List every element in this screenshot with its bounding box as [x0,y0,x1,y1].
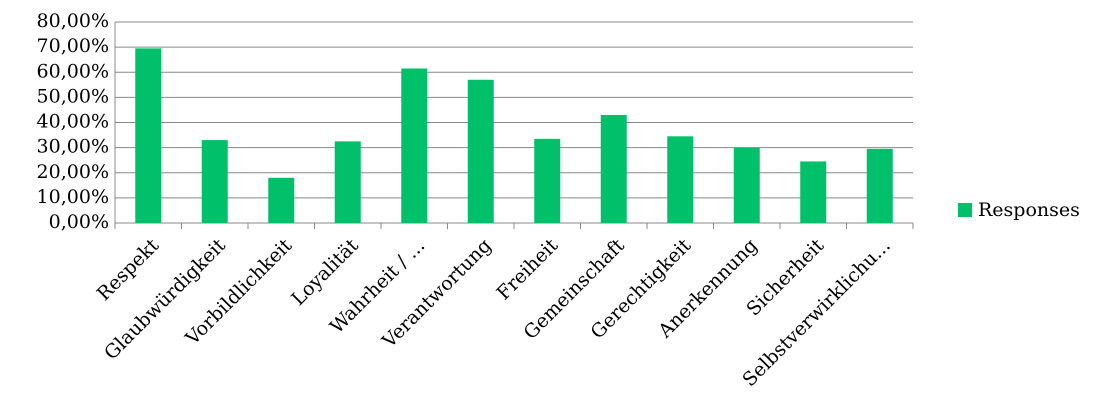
bar [534,138,561,223]
y-tick-label: 70,00% [37,35,109,57]
y-tick-label: 20,00% [37,161,109,183]
bar [268,177,295,223]
bar [135,48,162,223]
bar [667,136,694,223]
legend-label: Responses [978,199,1080,221]
bar [600,114,627,223]
x-tick-label: Glaubwürdigkeit [100,234,230,364]
y-tick-label: 60,00% [37,60,109,82]
bar [733,147,760,223]
bar [467,79,494,223]
y-tick-label: 0,00% [49,211,109,233]
bar [800,161,827,223]
bar [334,141,361,223]
bar [866,148,893,223]
legend-swatch [958,203,972,217]
bar [401,68,428,223]
y-tick-label: 50,00% [37,85,109,107]
x-tick-label: Freiheit [492,234,562,304]
bar [201,140,228,223]
y-tick-label: 40,00% [37,111,109,133]
y-tick-label: 80,00% [37,10,109,32]
y-tick-label: 10,00% [37,186,109,208]
y-tick-label: 30,00% [37,136,109,158]
